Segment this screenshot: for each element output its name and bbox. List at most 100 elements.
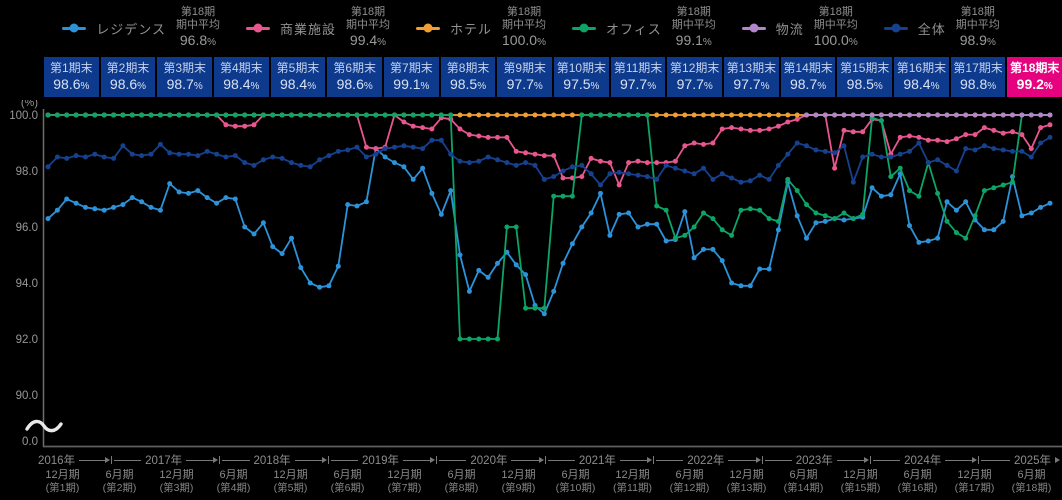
data-point [111,112,117,118]
data-point [785,151,791,157]
series-marker-icon [572,23,596,33]
period-average-value: 100.0% [502,31,546,48]
data-point [747,112,753,118]
data-point [991,146,997,152]
chart-legend: レジデンス 第18期 期中平均 96.8% 商業施設 第18期 期中平均 99.… [0,4,1062,52]
data-point [719,171,725,177]
period-average-caption-line2: 期中平均 [671,18,716,31]
period-number-label: (第7期) [387,482,422,494]
data-point [232,153,238,159]
data-point [363,144,369,150]
data-point [953,136,959,142]
series-name: レジデンス [96,21,166,37]
x-axis-year-label: 2021年 [578,455,616,467]
data-point [64,155,70,161]
data-point [907,112,912,118]
data-point [888,192,894,198]
data-point [307,164,313,170]
data-point [120,143,126,149]
data-point [410,112,416,118]
period-end-value: 98.4% [903,76,940,92]
x-axis-year-label: 2023年 [795,455,833,467]
data-point [298,112,304,118]
year-line-right [728,459,756,461]
x-axis-year-label: 2019年 [361,455,400,467]
data-point [260,157,266,163]
period-end-label: 第5期末 [276,61,320,75]
period-end-label: 第7期末 [390,61,433,75]
data-point [991,112,997,118]
x-axis-period-label: 6月期 (第8期) [433,469,490,499]
data-point [981,143,987,149]
data-point [672,158,678,164]
data-point [214,151,220,157]
data-point [1000,147,1006,153]
y-axis-tick: 96.0 [16,222,38,234]
data-point [860,129,866,135]
data-point [466,112,472,118]
x-axis-period-label: 12月期 (第17期) [946,469,1003,499]
period-month-label: 12月期 [45,469,80,481]
data-point [878,193,884,199]
period-number-label: (第4期) [216,482,251,494]
data-point [560,175,566,181]
data-point [504,160,510,166]
year-line-left [764,459,792,461]
data-point [935,112,941,118]
period-number-label: (第3期) [159,482,194,494]
data-point [813,210,819,216]
series-period-average: 第18期 期中平均 96.8% [176,6,220,51]
year-boundary-tick [761,456,763,464]
data-point [523,272,529,278]
data-point [953,168,959,174]
data-point [888,112,894,118]
data-point [860,211,866,217]
data-point [523,112,529,118]
x-axis-year-label: 2017年 [145,455,183,467]
data-point [682,209,688,215]
data-point [907,223,912,229]
data-point [878,118,884,124]
data-point [794,213,800,219]
period-month-label: 12月期 [273,469,308,481]
data-point [1047,200,1053,206]
period-end-label: 第4期末 [220,61,263,75]
data-point [644,112,650,118]
period-number-label: (第15期) [840,482,881,494]
data-point [438,112,444,118]
data-point [223,154,229,160]
x-axis-period-label: 6月期 (第4期) [205,469,262,499]
data-point [598,158,603,164]
data-point [1010,129,1015,135]
period-average-value: 99.1% [675,31,712,48]
x-axis-period-label: 12月期 (第5期) [262,469,319,499]
data-point [485,336,491,342]
x-axis-period-label: 12月期 (第1期) [34,469,91,499]
data-point [204,112,210,118]
period-number-label: (第9期) [501,482,536,494]
period-end-box: 第6期末 98.6% [327,57,383,97]
period-end-label: 第12期末 [670,61,720,75]
data-point [289,235,294,241]
y-axis-unit-label: (%) [21,100,38,109]
data-point [289,160,294,166]
data-point [757,172,763,178]
period-end-value: 98.4% [223,76,260,92]
period-month-label: 12月期 [957,469,992,481]
data-point [738,179,744,185]
data-point [794,116,800,122]
x-axis-year-segment: 2019年 [330,452,439,468]
data-point [345,112,351,118]
data-point [373,151,379,157]
period-end-box: 第9期末 97.7% [497,57,553,97]
year-line-left [330,459,358,461]
data-point [729,112,735,118]
x-axis-year-label: 2018年 [253,455,291,467]
period-average-caption-line2: 期中平均 [813,18,858,31]
x-axis-period-label: 12月期 (第13期) [718,469,775,499]
x-axis-period-label: 12月期 (第3期) [148,469,205,499]
data-point [513,262,519,268]
x-axis-year-row: 2016年 2017年 2018年 2019年 2020年 2021年 [34,452,1061,468]
period-end-value: 98.4% [279,76,317,92]
period-month-label: 6月期 [105,469,134,481]
